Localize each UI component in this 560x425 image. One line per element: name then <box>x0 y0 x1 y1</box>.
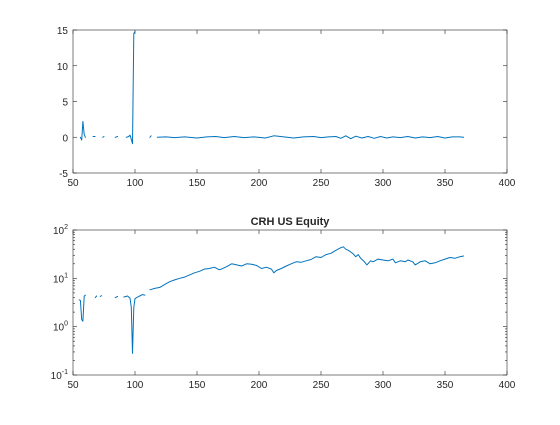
bottom-chart: 50 100 150 200 250 300 350 400 10-1 100 101 102 CRH … <box>51 216 516 391</box>
plot-frame <box>73 230 507 375</box>
y-tick-label: 10-1 <box>51 369 68 382</box>
y-tick-label: 101 <box>53 272 68 285</box>
y-tick-label: 5 <box>62 98 68 109</box>
y-tick-label: 0 <box>62 133 68 144</box>
x-tick-label: 350 <box>437 380 454 391</box>
top-chart: 50 100 150 200 250 300 350 400 -5 0 5 10 15 <box>57 26 516 189</box>
x-tick-label: 50 <box>67 380 79 391</box>
x-tick-label: 400 <box>499 380 516 391</box>
x-tick-label: 100 <box>127 380 144 391</box>
x-tick-label: 200 <box>251 178 268 189</box>
y-tick-label: 15 <box>57 26 69 37</box>
plot-frame <box>73 30 507 173</box>
x-tick-label: 200 <box>251 380 268 391</box>
x-tick-label: 350 <box>437 178 454 189</box>
chart-title: CRH US Equity <box>251 216 331 228</box>
x-tick-label: 300 <box>375 380 392 391</box>
x-tick-label: 50 <box>67 178 79 189</box>
x-tick-label: 150 <box>189 380 206 391</box>
x-tick-label: 250 <box>313 380 330 391</box>
y-tick-label: -5 <box>59 169 68 180</box>
x-tick-label: 250 <box>313 178 330 189</box>
x-tick-label: 300 <box>375 178 392 189</box>
y-tick-label: 100 <box>53 321 68 334</box>
series-segment <box>103 137 104 138</box>
x-tick-label: 150 <box>189 178 206 189</box>
y-tick-label: 102 <box>53 224 68 237</box>
x-tick-label: 400 <box>499 178 516 189</box>
x-tick-label: 100 <box>127 178 144 189</box>
y-tick-label: 10 <box>57 62 69 73</box>
